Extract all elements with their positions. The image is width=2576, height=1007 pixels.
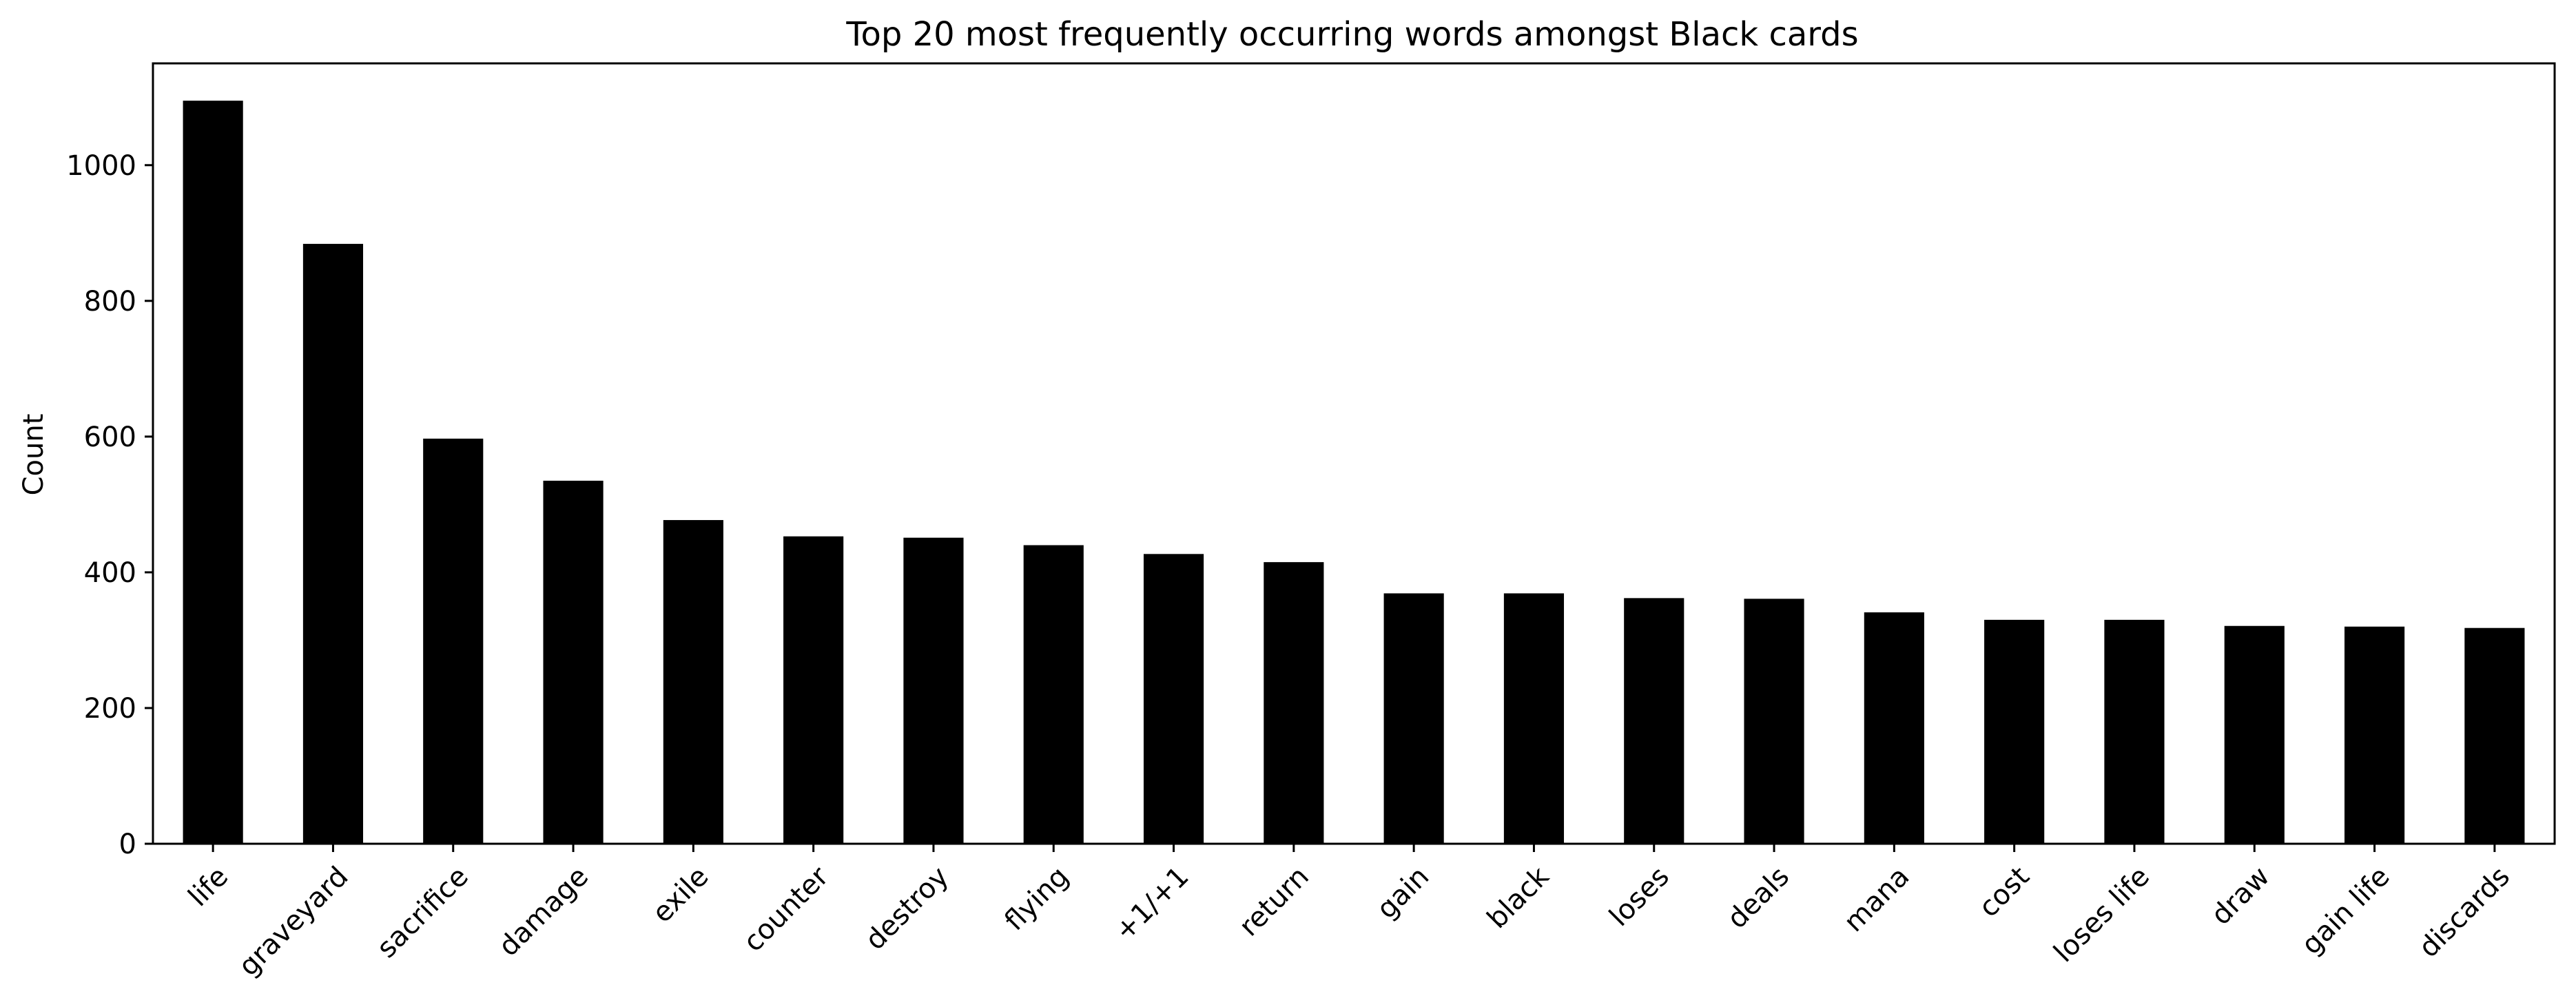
y-axis-ticks: 0 200 400 600 800 1000 (66, 150, 153, 860)
bar-5 (783, 536, 844, 844)
bar-1 (302, 244, 364, 844)
bar-15 (1984, 619, 2045, 844)
x-tick-label: draw (2205, 861, 2276, 932)
bar-18 (2344, 626, 2405, 844)
x-tick-label: destroy (859, 861, 955, 957)
y-tick-label: 800 (84, 286, 136, 318)
x-tick-label: gain life (2296, 861, 2396, 962)
bar-0 (183, 101, 243, 844)
bar-11 (1503, 593, 1565, 844)
bar-7 (1023, 545, 1084, 844)
bar-14 (1864, 612, 1924, 844)
bars-group (183, 101, 2525, 844)
x-tick-label: mana (1838, 861, 1916, 939)
x-tick-label: deals (1721, 861, 1795, 935)
bar-12 (1624, 598, 1684, 844)
bar-13 (1744, 599, 1804, 844)
x-tick-label: damage (493, 861, 595, 963)
x-tick-label: flying (998, 861, 1075, 937)
bar-2 (423, 438, 484, 844)
x-tick-label: return (1233, 861, 1315, 943)
x-tick-label: graveyard (233, 861, 355, 983)
bar-16 (2104, 619, 2165, 844)
x-tick-label: black (1481, 860, 1556, 935)
plot-frame (152, 62, 2556, 845)
y-tick-label: 0 (119, 829, 136, 860)
y-tick-label: 400 (84, 557, 136, 589)
x-tick-label: counter (737, 860, 835, 958)
x-tick-label: cost (1973, 861, 2036, 924)
y-tick-label: 1000 (66, 150, 136, 182)
bar-8 (1143, 554, 1204, 844)
x-tick-label: +1/+1 (1109, 861, 1195, 947)
x-tick-label: loses (1603, 861, 1676, 933)
y-axis-label: Count (18, 414, 50, 496)
bar-19 (2464, 627, 2525, 844)
bar-6 (903, 537, 964, 844)
x-tick-label: loses life (2048, 861, 2156, 969)
x-tick-label: exile (646, 861, 714, 929)
x-tick-label: discards (2413, 861, 2516, 964)
bar-17 (2224, 625, 2285, 844)
x-tick-label: life (183, 861, 235, 913)
bar-10 (1383, 593, 1444, 844)
bar-4 (663, 520, 723, 844)
chart-title: Top 20 most frequently occurring words a… (845, 15, 1858, 54)
bar-9 (1264, 562, 1324, 844)
x-tick-label: gain (1371, 861, 1436, 926)
bar-3 (543, 480, 604, 844)
x-tick-label: sacrifice (371, 861, 474, 964)
y-tick-label: 200 (84, 693, 136, 725)
y-tick-label: 600 (84, 422, 136, 453)
